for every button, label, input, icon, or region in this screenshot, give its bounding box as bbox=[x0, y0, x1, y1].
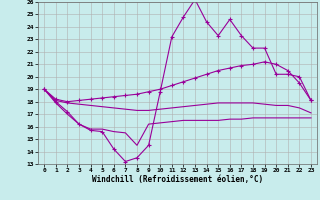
X-axis label: Windchill (Refroidissement éolien,°C): Windchill (Refroidissement éolien,°C) bbox=[92, 175, 263, 184]
